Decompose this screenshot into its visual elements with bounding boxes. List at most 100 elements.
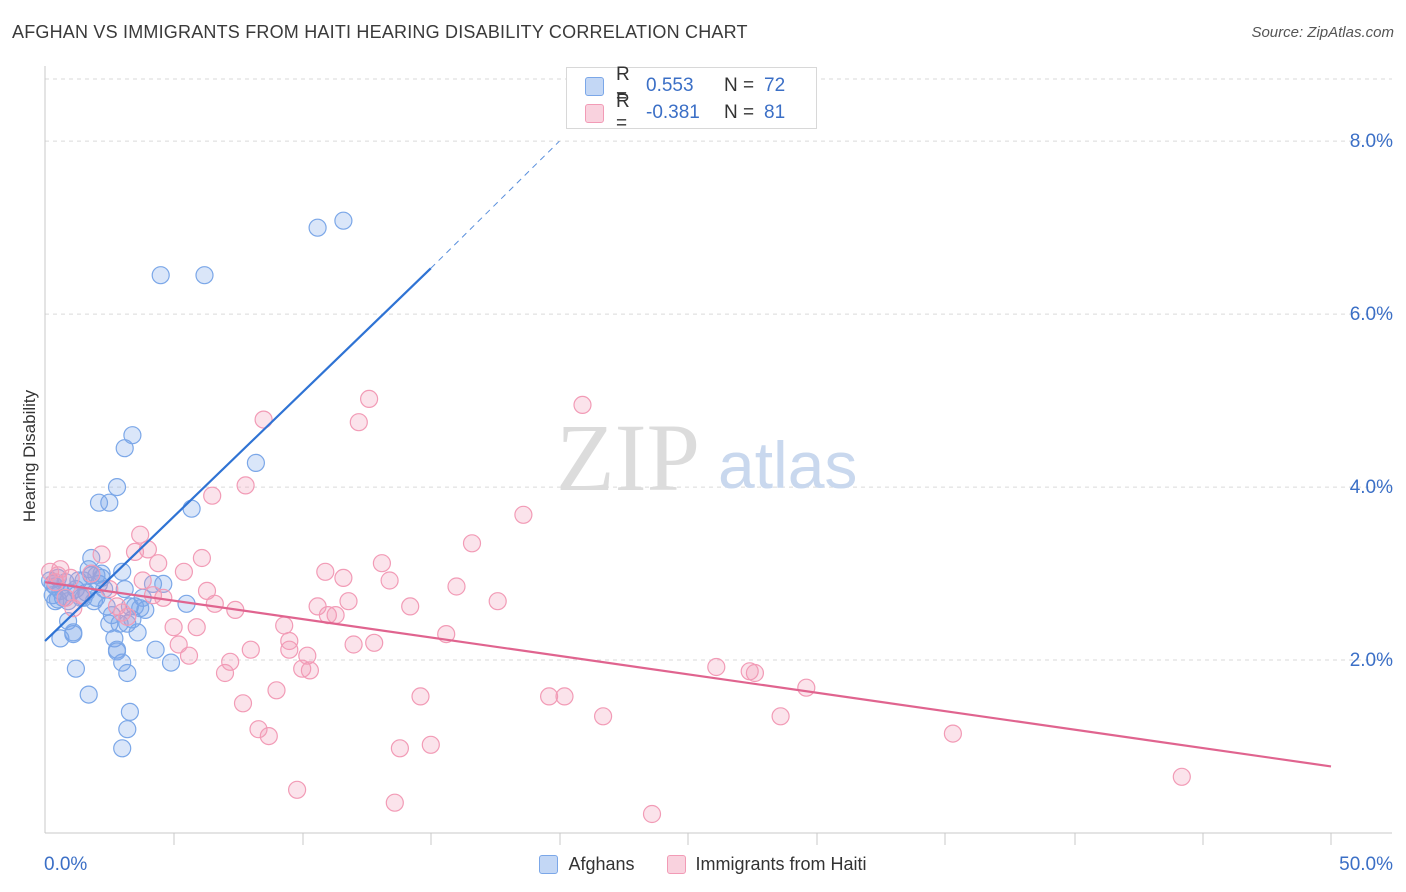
haiti-point (174, 562, 193, 581)
afghans-point (66, 659, 86, 678)
haiti-point (411, 687, 430, 706)
haiti-point (298, 646, 317, 665)
afghans-point (195, 266, 214, 285)
haiti-point (179, 646, 199, 665)
legend-swatch-afghans (585, 76, 604, 96)
haiti-point (259, 726, 278, 746)
haiti-point (275, 616, 294, 635)
haiti-point (169, 635, 188, 654)
haiti-point (118, 607, 137, 626)
afghans-point (131, 599, 150, 618)
haiti-point (92, 545, 111, 564)
watermark-zip: ZIP (556, 404, 700, 511)
haiti-point (288, 780, 307, 799)
tick-labels: 2.0% 4.0% 6.0% 8.0% 0.0% 50.0% (44, 131, 1393, 875)
haiti-point (385, 793, 404, 812)
afghans-point (146, 640, 165, 659)
haiti-point (380, 571, 399, 590)
afghans-point (128, 623, 147, 642)
haiti-point (82, 564, 101, 583)
y-tick-label: 8.0% (1350, 131, 1393, 152)
haiti-point (192, 548, 211, 568)
n-label: N = (724, 102, 755, 123)
afghans-point (308, 218, 327, 237)
haiti-point (133, 571, 152, 590)
haiti-point (241, 640, 260, 659)
legend-swatch-afghans (539, 854, 559, 874)
haiti-point (943, 724, 963, 743)
r-label: R = (616, 91, 630, 134)
haiti-point (233, 694, 253, 713)
legend-item-afghans[interactable]: Afghans (539, 853, 635, 875)
x-tick-label-min: 0.0% (44, 854, 87, 875)
y-tick-label: 4.0% (1350, 477, 1393, 498)
r-value: -0.381 (646, 102, 700, 123)
haiti-point (203, 486, 222, 505)
afghans-point (107, 642, 127, 661)
afghans-point (92, 564, 111, 583)
haiti-point (316, 562, 335, 581)
haiti-point (360, 389, 379, 408)
haiti-point (64, 599, 83, 618)
haiti-point (215, 663, 235, 683)
watermark: ZIP atlas (556, 404, 857, 511)
haiti-point (236, 476, 255, 495)
watermark-atlas: atlas (718, 428, 857, 502)
afghans-point (107, 478, 127, 497)
haiti-trend-line (44, 581, 1332, 768)
legend-label-afghans: Afghans (568, 853, 635, 874)
haiti-point (707, 657, 726, 677)
r-label: R = (616, 64, 630, 107)
haiti-point (349, 413, 368, 432)
haiti-point (280, 640, 299, 659)
afghans-point (64, 623, 83, 642)
afghans-point (97, 597, 116, 616)
haiti-point (267, 681, 286, 700)
haiti-point (143, 586, 163, 605)
correlation-legend: R = 0.553 N = 72 R = -0.381 N = 81 (566, 64, 817, 134)
haiti-point (401, 597, 420, 616)
afghans-point (46, 592, 65, 611)
haiti-point (48, 566, 68, 585)
x-tick-label-max: 50.0% (1339, 854, 1393, 875)
haiti-point (326, 605, 345, 625)
afghans-point (161, 653, 181, 672)
haiti-point (593, 707, 613, 726)
n-value: 81 (764, 102, 786, 123)
haiti-point (1172, 767, 1191, 786)
legend-item-haiti[interactable]: Immigrants from Haiti (666, 853, 867, 875)
series-legend: Afghans Immigrants from Haiti (0, 851, 1406, 877)
afghans-point (100, 493, 119, 512)
haiti-point (745, 663, 765, 683)
haiti-point (797, 678, 816, 697)
afghans-point (118, 720, 137, 739)
haiti-point (555, 687, 574, 706)
afghans-point (79, 685, 98, 704)
haiti-point (131, 525, 150, 544)
r-value: 0.553 (646, 75, 694, 96)
gridlines (45, 78, 1392, 661)
legend-label-haiti: Immigrants from Haiti (695, 853, 867, 874)
y-tick-label: 6.0% (1350, 304, 1393, 325)
haiti-point (642, 804, 662, 824)
axes (44, 66, 1392, 845)
haiti-point (462, 534, 482, 553)
afghans-point (154, 574, 173, 594)
chart-title: AFGHAN VS IMMIGRANTS FROM HAITI HEARING … (12, 22, 748, 42)
afghans-point (113, 562, 132, 581)
source-label: Source: ZipAtlas.com (1251, 24, 1394, 41)
n-value: 72 (764, 75, 786, 96)
haiti-point (221, 652, 240, 671)
n-label: N = (724, 75, 755, 96)
haiti-point (334, 568, 353, 588)
legend-swatch-haiti (666, 854, 686, 874)
afghans-point (113, 653, 132, 672)
legend-row-afghans: R = 0.553 N = 72 (585, 64, 786, 107)
haiti-point (339, 592, 358, 611)
haiti-point (390, 739, 409, 758)
afghans-trend-extension (430, 140, 560, 269)
haiti-point (187, 618, 206, 637)
haiti-point (514, 505, 533, 524)
legend-swatch-haiti (585, 103, 604, 123)
